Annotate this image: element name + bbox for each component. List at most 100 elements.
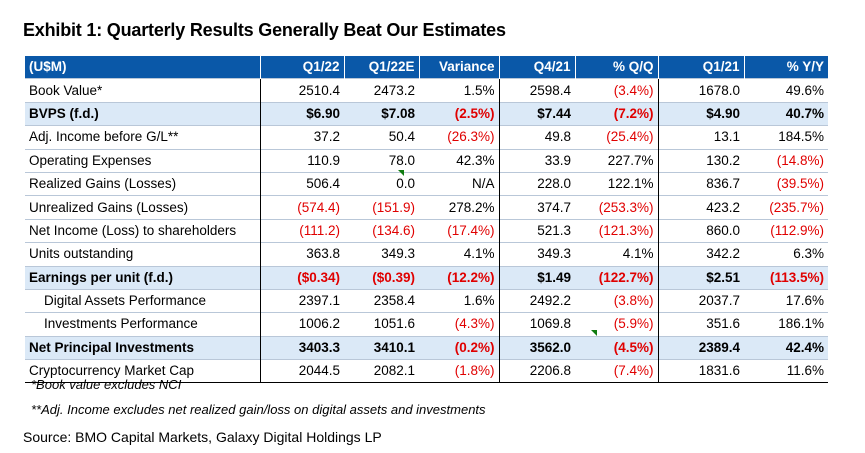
table-cell: $7.44 bbox=[498, 101, 575, 126]
table-cell: (7.2%) bbox=[575, 101, 658, 126]
results-table: (U$M) Q1/22 Q1/22E Variance Q4/21 % Q/Q … bbox=[25, 56, 828, 384]
table-cell: N/A bbox=[419, 171, 499, 196]
table-cell: 1051.6 bbox=[344, 312, 419, 337]
table-cell: (14.8%) bbox=[744, 148, 828, 173]
row-label: Net Principal Investments bbox=[25, 335, 260, 360]
table-cell: 227.7% bbox=[575, 148, 658, 173]
table-cell: (112.9%) bbox=[744, 218, 828, 243]
table-cell: 130.2 bbox=[657, 148, 744, 173]
table-cell: 49.6% bbox=[744, 78, 828, 103]
table-row: Net Principal Investments 3403.3 3410.1 (0.… bbox=[25, 335, 828, 360]
table-row: Investments Performance 1006.2 1051.6 (4.3%… bbox=[25, 312, 828, 337]
table-cell: 363.8 bbox=[259, 242, 344, 267]
table-cell: (7.4%) bbox=[575, 359, 658, 384]
table-cell: (25.4%) bbox=[575, 125, 658, 150]
table-cell: (4.5%) bbox=[575, 335, 658, 360]
row-label: Investments Performance bbox=[25, 312, 260, 337]
table-cell: $4.90 bbox=[657, 101, 744, 126]
table-cell: (4.3%) bbox=[419, 312, 499, 337]
table-cell: 33.9 bbox=[498, 148, 575, 173]
header-variance: Variance bbox=[418, 56, 499, 79]
table-row: Units outstanding 363.8 349.3 4.1% 349.3 4.1%… bbox=[25, 242, 828, 267]
row-label: BVPS (f.d.) bbox=[25, 101, 260, 126]
table-cell: 49.8 bbox=[498, 125, 575, 150]
table-cell: (253.3%) bbox=[575, 195, 658, 220]
table-row: Realized Gains (Losses) 506.4 0.0 N/A 228.0 1… bbox=[25, 171, 828, 196]
table-cell: (121.3%) bbox=[575, 218, 658, 243]
footnote-adj-income: **Adj. Income excludes net realized gain… bbox=[31, 402, 486, 417]
table-cell: 1.5% bbox=[419, 78, 499, 103]
table-cell: 40.7% bbox=[744, 101, 828, 126]
table-cell: (3.4%) bbox=[575, 78, 658, 103]
row-label: Adj. Income before G/L** bbox=[25, 125, 260, 150]
row-label: Earnings per unit (f.d.) bbox=[25, 265, 260, 290]
table-cell: 2598.4 bbox=[498, 78, 575, 103]
table-row: Book Value* 2510.4 2473.2 1.5% 2598.4 (3.4%) 1… bbox=[25, 78, 828, 103]
table-cell: (134.6) bbox=[344, 218, 419, 243]
table-cell: $7.08 bbox=[344, 101, 419, 126]
header-label: (U$M) bbox=[25, 56, 260, 79]
table-cell: $2.51 bbox=[657, 265, 744, 290]
row-label: Unrealized Gains (Losses) bbox=[25, 195, 260, 220]
row-label: Net Income (Loss) to shareholders bbox=[25, 218, 260, 243]
table-row: Adj. Income before G/L** 37.2 50.4 (26.3%) 4… bbox=[25, 125, 828, 150]
table-row: Cryptocurrency Market Cap 2044.5 2082.1 (1.… bbox=[25, 359, 828, 384]
table-cell: (235.7%) bbox=[744, 195, 828, 220]
table-cell: 4.1% bbox=[419, 242, 499, 267]
table-cell: $6.90 bbox=[259, 101, 344, 126]
table-cell: 2044.5 bbox=[259, 359, 344, 384]
table-cell: 351.6 bbox=[657, 312, 744, 337]
table-cell: 278.2% bbox=[419, 195, 499, 220]
table-cell: 37.2 bbox=[259, 125, 344, 150]
table-cell: 42.3% bbox=[419, 148, 499, 173]
table-cell: (2.5%) bbox=[419, 101, 499, 126]
header-q1-21: Q1/21 bbox=[657, 56, 744, 79]
header-q1-22e: Q1/22E bbox=[343, 56, 419, 79]
table-cell: (12.2%) bbox=[419, 265, 499, 290]
row-label: Units outstanding bbox=[25, 242, 260, 267]
header-row: (U$M) Q1/22 Q1/22E Variance Q4/21 % Q/Q … bbox=[25, 56, 828, 79]
table-cell: 2206.8 bbox=[498, 359, 575, 384]
table-cell: ($0.39) bbox=[344, 265, 419, 290]
table-cell: 78.0 bbox=[344, 148, 419, 173]
table-cell: $1.49 bbox=[498, 265, 575, 290]
table-cell: 11.6% bbox=[744, 359, 828, 384]
table-cell: 349.3 bbox=[498, 242, 575, 267]
table-cell: 2037.7 bbox=[657, 288, 744, 313]
table-cell: 860.0 bbox=[657, 218, 744, 243]
table-cell: 2510.4 bbox=[259, 78, 344, 103]
table-row: Unrealized Gains (Losses) (574.4) (151.9) 2… bbox=[25, 195, 828, 220]
table-cell: 0.0 bbox=[344, 171, 419, 196]
table-cell: 186.1% bbox=[744, 312, 828, 337]
header-q1-22: Q1/22 bbox=[259, 56, 344, 79]
table-cell: 1006.2 bbox=[259, 312, 344, 337]
table-cell: (0.2%) bbox=[419, 335, 499, 360]
header-q4-21: Q4/21 bbox=[498, 56, 575, 79]
table-cell: 3403.3 bbox=[259, 335, 344, 360]
table-cell: 1069.8 bbox=[498, 312, 575, 337]
table-cell: 349.3 bbox=[344, 242, 419, 267]
row-label: Realized Gains (Losses) bbox=[25, 171, 260, 196]
table-cell: 13.1 bbox=[657, 125, 744, 150]
table-cell: 506.4 bbox=[259, 171, 344, 196]
row-label: Digital Assets Performance bbox=[25, 288, 260, 313]
table-cell: 2473.2 bbox=[344, 78, 419, 103]
table-cell: 42.4% bbox=[744, 335, 828, 360]
table-cell: (5.9%) bbox=[575, 312, 658, 337]
row-label: Book Value* bbox=[25, 78, 260, 103]
table-cell: 2397.1 bbox=[259, 288, 344, 313]
table-cell: 110.9 bbox=[259, 148, 344, 173]
exhibit-title: Exhibit 1: Quarterly Results Generally B… bbox=[23, 20, 506, 40]
table-cell: 374.7 bbox=[498, 195, 575, 220]
table-cell: (111.2) bbox=[259, 218, 344, 243]
table-cell: (3.8%) bbox=[575, 288, 658, 313]
table-cell: 423.2 bbox=[657, 195, 744, 220]
table-cell: (113.5%) bbox=[744, 265, 828, 290]
table-cell: (1.8%) bbox=[419, 359, 499, 384]
table-cell: 1678.0 bbox=[657, 78, 744, 103]
table-cell: 4.1% bbox=[575, 242, 658, 267]
table-cell: 2389.4 bbox=[657, 335, 744, 360]
table-cell: 1831.6 bbox=[657, 359, 744, 384]
table-cell: 3410.1 bbox=[344, 335, 419, 360]
table-cell: 6.3% bbox=[744, 242, 828, 267]
